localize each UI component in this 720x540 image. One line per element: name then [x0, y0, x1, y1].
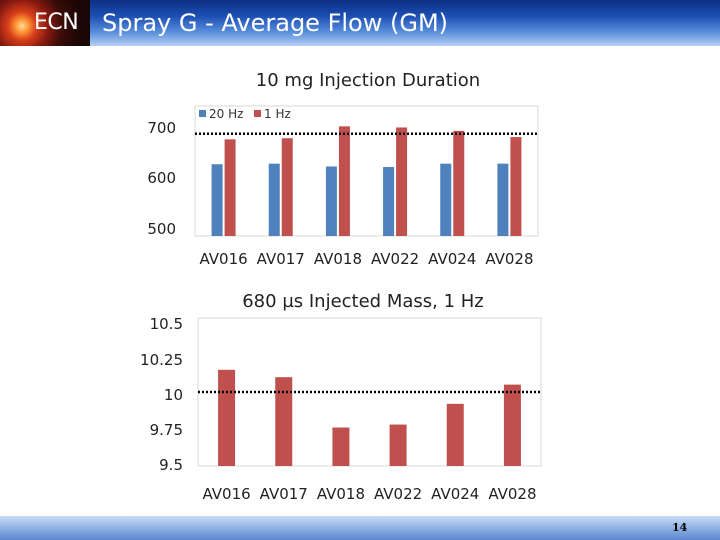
bar-20hz-av016: [211, 164, 223, 236]
bar-av028: [503, 384, 521, 466]
category-label: AV018: [317, 485, 365, 503]
page-number: 14: [672, 521, 688, 534]
y-tick-label: 10.25: [140, 351, 183, 369]
bar-av024: [446, 403, 464, 466]
bar-1hz-av028: [510, 137, 522, 236]
bar-20hz-av018: [325, 166, 337, 236]
bar-av017: [275, 377, 293, 466]
ecn-logo: ECN: [0, 0, 90, 46]
bar-1hz-av017: [281, 138, 293, 236]
y-tick-label: 9.5: [159, 456, 183, 474]
category-label: AV017: [260, 485, 308, 503]
bar-1hz-av024: [453, 130, 465, 236]
category-label: AV024: [431, 485, 479, 503]
bar-av016: [218, 369, 236, 466]
slide-title: Spray G - Average Flow (GM): [102, 9, 449, 37]
category-label: AV028: [488, 485, 536, 503]
legend-swatch: [254, 110, 261, 117]
y-tick-label: 9.75: [150, 421, 183, 439]
y-tick-label: 600: [147, 169, 176, 187]
bar-20hz-av028: [497, 163, 509, 236]
legend-entry: 20 Hz: [209, 107, 243, 121]
category-label: AV022: [374, 485, 422, 503]
category-label: AV028: [485, 250, 533, 268]
chart-title-2: 680 µs Injected Mass, 1 Hz: [242, 291, 484, 312]
plot-area-2: [197, 317, 542, 467]
category-label: AV022: [371, 250, 419, 268]
category-label: AV017: [257, 250, 305, 268]
bar-20hz-av022: [383, 167, 395, 236]
y-tick-label: 10: [164, 386, 183, 404]
legend-entry: 1 Hz: [264, 107, 291, 121]
bar-1hz-av016: [224, 139, 236, 236]
category-label: AV016: [199, 250, 247, 268]
category-label: AV024: [428, 250, 476, 268]
chart-title-1: 10 mg Injection Duration: [256, 70, 480, 91]
y-tick-label: 500: [147, 220, 176, 238]
bar-1hz-av022: [396, 127, 408, 236]
bar-20hz-av024: [440, 163, 452, 236]
bar-1hz-av018: [338, 126, 350, 236]
footer-band: [0, 516, 720, 540]
legend-swatch: [199, 110, 206, 117]
bar-av022: [389, 424, 407, 466]
y-tick-label: 700: [147, 119, 176, 137]
category-label: AV018: [314, 250, 362, 268]
charts-canvas: 10 mg Injection Duration 700 600 500 AV016 AV…: [140, 70, 542, 503]
bar-av018: [332, 427, 350, 466]
category-label: AV016: [202, 485, 250, 503]
header-band: [0, 0, 720, 46]
bar-20hz-av017: [268, 163, 280, 236]
plot-area-1: [194, 105, 539, 237]
y-tick-label: 10.5: [150, 315, 183, 333]
slide-header: ECN Spray G - Average Flow (GM): [0, 0, 720, 48]
logo-text: ECN: [34, 10, 79, 35]
